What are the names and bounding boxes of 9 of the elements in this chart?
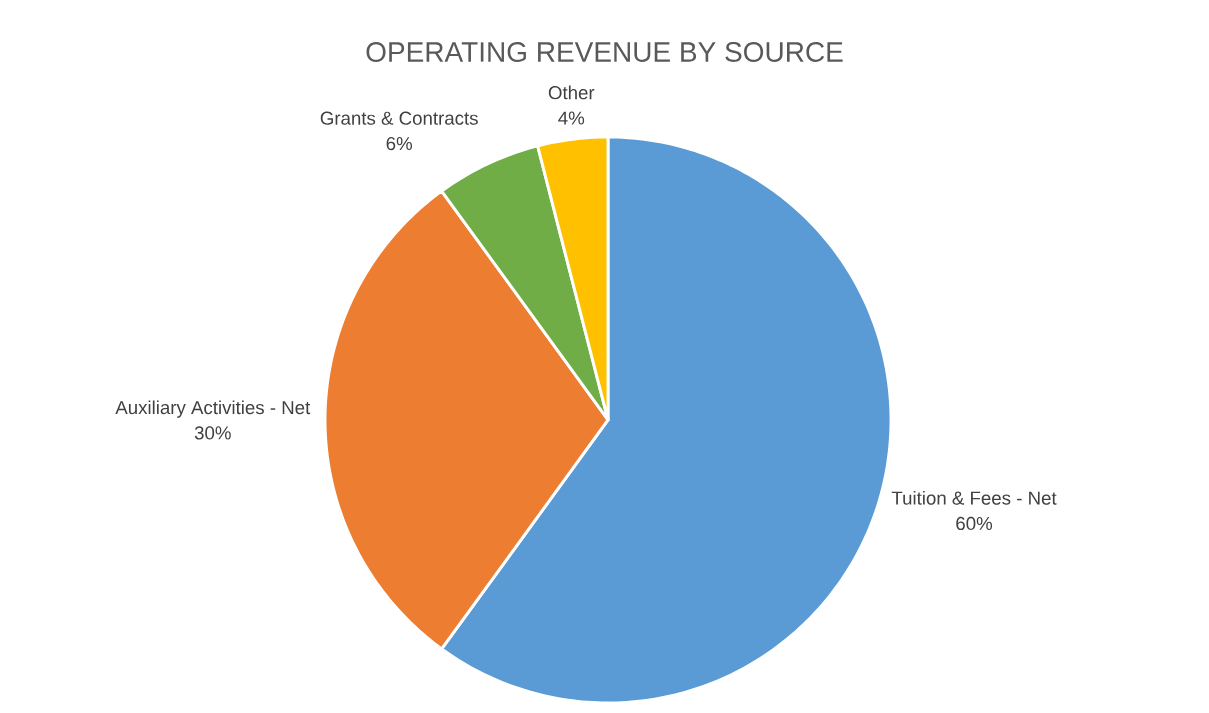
chart-title: OPERATING REVENUE BY SOURCE [366, 42, 843, 62]
slice-label: Grants & Contracts [320, 111, 478, 125]
slice-label: Tuition & Fees - Net [891, 491, 1057, 505]
data-label: 30% [194, 426, 231, 440]
slice-label: Other [548, 85, 595, 100]
data-label: 6% [386, 136, 413, 151]
data-label: 4% [558, 111, 585, 125]
data-label: 60% [956, 516, 993, 531]
slice-label: Auxiliary Activities - Net [115, 400, 311, 418]
